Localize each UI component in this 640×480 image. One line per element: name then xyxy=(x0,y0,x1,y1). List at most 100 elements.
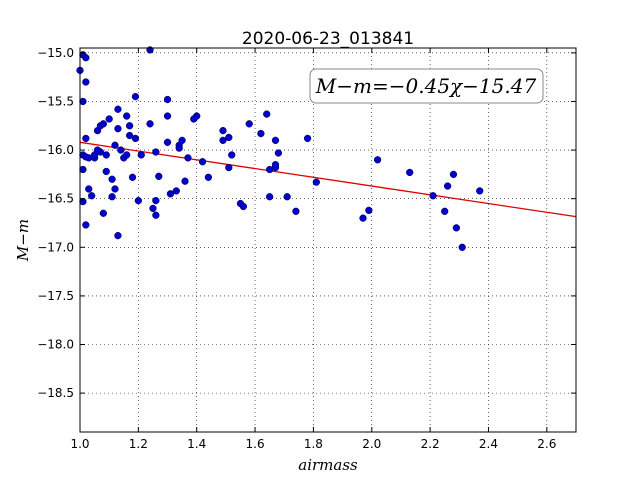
data-point xyxy=(111,185,119,193)
data-point xyxy=(193,112,201,120)
data-point xyxy=(181,177,189,185)
data-point xyxy=(476,187,484,195)
data-point xyxy=(85,185,93,193)
data-point xyxy=(458,243,466,251)
data-point xyxy=(163,95,172,104)
y-tick-label: −15.5 xyxy=(37,94,74,108)
data-point xyxy=(204,173,213,181)
data-point xyxy=(82,54,90,62)
data-point xyxy=(82,221,90,229)
data-point xyxy=(443,182,452,190)
x-tick-label: 1.6 xyxy=(246,437,265,451)
data-point xyxy=(82,134,90,143)
y-axis-label: M−m xyxy=(14,219,32,262)
equation-box: M−m=−0.45χ−15.47 xyxy=(309,68,544,104)
data-point xyxy=(257,129,265,138)
data-point xyxy=(123,112,131,120)
data-point xyxy=(131,134,140,143)
data-point xyxy=(146,120,154,128)
data-point xyxy=(137,151,145,159)
data-point xyxy=(114,105,122,113)
y-tick-label: −15.0 xyxy=(37,46,74,60)
data-point xyxy=(102,167,110,176)
data-point xyxy=(245,120,253,128)
data-point xyxy=(359,214,367,222)
data-point xyxy=(105,115,113,123)
data-point xyxy=(175,144,183,152)
equation-box-frame xyxy=(309,68,544,104)
data-point xyxy=(265,193,274,201)
data-point xyxy=(449,170,458,179)
x-tick-label: 1.8 xyxy=(304,437,323,451)
x-axis-label: airmass xyxy=(298,456,358,474)
data-point xyxy=(108,193,116,201)
data-point xyxy=(93,146,102,154)
data-point xyxy=(114,125,122,133)
data-point xyxy=(373,156,382,164)
data-point xyxy=(219,136,227,145)
data-point xyxy=(99,120,107,128)
data-point xyxy=(303,134,312,143)
data-point xyxy=(155,172,163,180)
x-tick-label: 2.6 xyxy=(537,437,556,451)
data-point xyxy=(184,154,192,162)
x-tick-label: 1.4 xyxy=(187,437,206,451)
data-point xyxy=(163,112,172,120)
x-tick-label: 1.0 xyxy=(70,437,89,451)
data-point xyxy=(225,163,233,172)
data-point xyxy=(117,146,125,154)
data-point xyxy=(152,211,160,219)
x-tick-label: 1.2 xyxy=(129,437,148,451)
data-point xyxy=(131,92,140,101)
data-point xyxy=(152,148,160,156)
data-point xyxy=(99,209,107,217)
data-point xyxy=(271,136,280,145)
x-tick-label: 2.2 xyxy=(421,437,440,451)
equation-label: M−m=−0.45χ−15.47 xyxy=(315,74,537,98)
y-tick-label: −16.0 xyxy=(37,143,74,157)
data-point xyxy=(274,149,283,157)
data-point xyxy=(152,196,160,205)
data-point xyxy=(172,187,180,195)
x-tick-label: 2.4 xyxy=(479,437,498,451)
data-point xyxy=(441,207,449,215)
data-point xyxy=(79,165,87,174)
data-point xyxy=(292,207,300,215)
x-tick-labels: 1.0 1.2 1.4 1.6 1.8 2.0 2.2 2.4 2.6 xyxy=(70,437,556,451)
data-point xyxy=(125,122,134,130)
fit-line-group xyxy=(79,141,577,218)
y-tick-label: −18.5 xyxy=(37,386,74,400)
chart-title: 2020-06-23_013841 xyxy=(242,29,414,49)
data-point xyxy=(178,136,186,145)
data-point xyxy=(79,197,87,206)
y-tick-label: −18.0 xyxy=(37,338,74,352)
axis-ticks xyxy=(79,48,576,432)
data-points xyxy=(76,46,484,251)
plot-frame xyxy=(79,47,577,433)
data-point xyxy=(149,204,157,213)
data-point xyxy=(239,202,248,211)
data-point xyxy=(108,175,116,183)
y-tick-label: −16.5 xyxy=(37,192,74,206)
fit-line xyxy=(79,141,577,218)
data-point xyxy=(406,168,414,177)
data-point xyxy=(166,190,175,198)
data-point xyxy=(271,161,280,169)
data-point xyxy=(312,178,320,186)
y-tick-label: −17.0 xyxy=(37,240,74,254)
data-point xyxy=(452,224,461,232)
data-point xyxy=(128,173,137,181)
x-tick-label: 2.0 xyxy=(362,437,381,451)
data-point xyxy=(82,78,90,86)
y-tick-label: −17.5 xyxy=(37,289,74,303)
data-point xyxy=(88,192,96,200)
data-point xyxy=(365,206,373,214)
data-point xyxy=(283,193,291,201)
data-point xyxy=(102,151,110,159)
data-point xyxy=(225,133,233,142)
data-point xyxy=(198,158,207,166)
data-point xyxy=(125,131,134,140)
data-point xyxy=(219,126,227,135)
data-point xyxy=(114,231,122,240)
